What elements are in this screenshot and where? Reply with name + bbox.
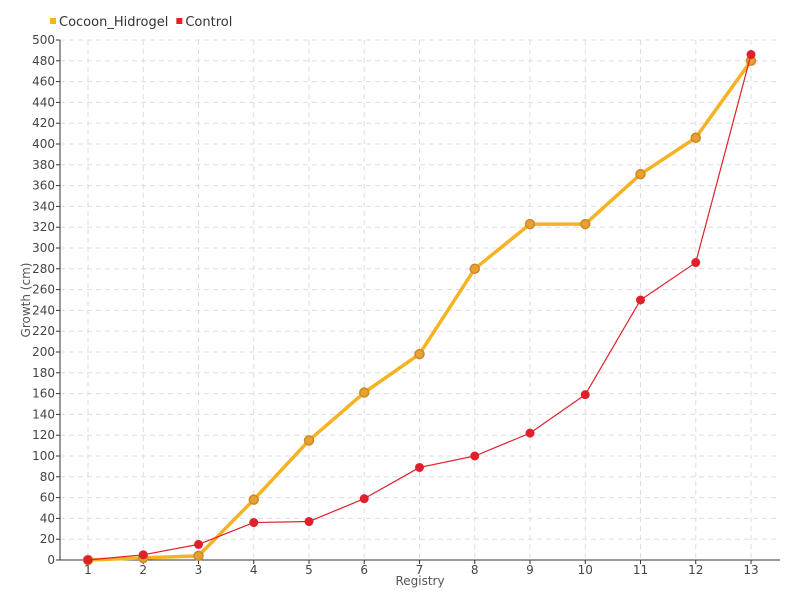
y-tick-label: 460 bbox=[32, 75, 55, 89]
x-tick-label: 5 bbox=[305, 563, 313, 577]
x-ticks: 1 2 3 4 5 6 7 8 9 10 11 12 13 bbox=[84, 560, 759, 577]
legend: Cocoon_Hidrogel Control bbox=[50, 15, 232, 30]
legend-swatch bbox=[50, 18, 56, 24]
legend-swatch bbox=[176, 18, 183, 24]
data-point bbox=[470, 451, 480, 461]
y-tick-label: 200 bbox=[32, 345, 55, 359]
x-tick-label: 7 bbox=[416, 563, 424, 577]
y-ticks: 0 20 40 60 80 100 120 140 160 180 200 220 240 260 280 3… bbox=[32, 33, 60, 567]
y-tick-label: 420 bbox=[32, 116, 55, 130]
y-tick-label: 80 bbox=[40, 470, 55, 484]
x-tick-label: 12 bbox=[688, 563, 703, 577]
data-point bbox=[194, 539, 203, 549]
y-tick-label: 400 bbox=[32, 137, 55, 151]
y-tick-label: 260 bbox=[32, 283, 55, 297]
data-point bbox=[580, 390, 590, 400]
x-tick-label: 8 bbox=[471, 563, 479, 577]
x-tick-label: 13 bbox=[743, 563, 758, 577]
y-tick-label: 480 bbox=[32, 54, 55, 68]
y-tick-label: 40 bbox=[40, 511, 55, 525]
data-point bbox=[580, 218, 591, 230]
grid bbox=[60, 39, 780, 560]
y-tick-label: 220 bbox=[32, 324, 55, 338]
y-tick-label: 20 bbox=[40, 532, 55, 546]
data-point bbox=[303, 435, 315, 446]
series bbox=[82, 50, 757, 566]
data-point bbox=[635, 168, 646, 180]
y-tick-label: 100 bbox=[32, 449, 55, 463]
x-tick-label: 3 bbox=[195, 563, 203, 577]
data-point bbox=[691, 258, 701, 268]
y-axis-title: Growth (cm) bbox=[19, 263, 33, 338]
legend-label: Control bbox=[185, 15, 232, 30]
x-tick-label: 6 bbox=[360, 563, 368, 577]
y-tick-label: 60 bbox=[40, 491, 55, 505]
y-tick-label: 320 bbox=[32, 220, 55, 234]
x-tick-label: 4 bbox=[250, 563, 258, 577]
y-tick-label: 360 bbox=[32, 179, 55, 193]
data-point bbox=[746, 50, 756, 60]
x-tick-label: 2 bbox=[139, 563, 147, 577]
data-point bbox=[415, 462, 424, 472]
y-tick-label: 380 bbox=[32, 158, 55, 172]
data-point bbox=[304, 517, 314, 527]
data-point bbox=[469, 263, 480, 275]
series-control bbox=[83, 50, 756, 565]
data-point bbox=[690, 132, 701, 144]
data-point bbox=[193, 550, 204, 562]
y-tick-label: 180 bbox=[32, 366, 55, 380]
data-point bbox=[359, 387, 370, 398]
y-tick-label: 240 bbox=[32, 303, 55, 317]
data-point bbox=[138, 550, 148, 560]
x-tick-label: 10 bbox=[578, 563, 593, 577]
y-tick-label: 0 bbox=[47, 553, 55, 567]
x-tick-label: 9 bbox=[526, 563, 534, 577]
x-tick-label: 1 bbox=[84, 563, 92, 577]
data-point bbox=[414, 348, 425, 360]
x-tick-label: 11 bbox=[633, 563, 648, 577]
legend-label: Cocoon_Hidrogel bbox=[59, 15, 168, 30]
y-tick-label: 300 bbox=[32, 241, 55, 255]
data-point bbox=[248, 494, 259, 505]
data-point bbox=[525, 428, 535, 438]
data-point bbox=[636, 295, 645, 305]
y-tick-label: 340 bbox=[32, 199, 55, 213]
x-axis-title: Registry bbox=[395, 574, 444, 588]
y-tick-label: 280 bbox=[32, 262, 55, 276]
y-tick-label: 140 bbox=[32, 407, 55, 421]
data-point bbox=[249, 518, 259, 528]
data-point bbox=[83, 555, 93, 565]
data-point bbox=[359, 494, 369, 504]
y-tick-label: 500 bbox=[32, 33, 55, 47]
data-point bbox=[524, 218, 536, 230]
y-tick-label: 160 bbox=[32, 387, 55, 401]
y-tick-label: 440 bbox=[32, 95, 55, 109]
y-tick-label: 120 bbox=[32, 428, 55, 442]
